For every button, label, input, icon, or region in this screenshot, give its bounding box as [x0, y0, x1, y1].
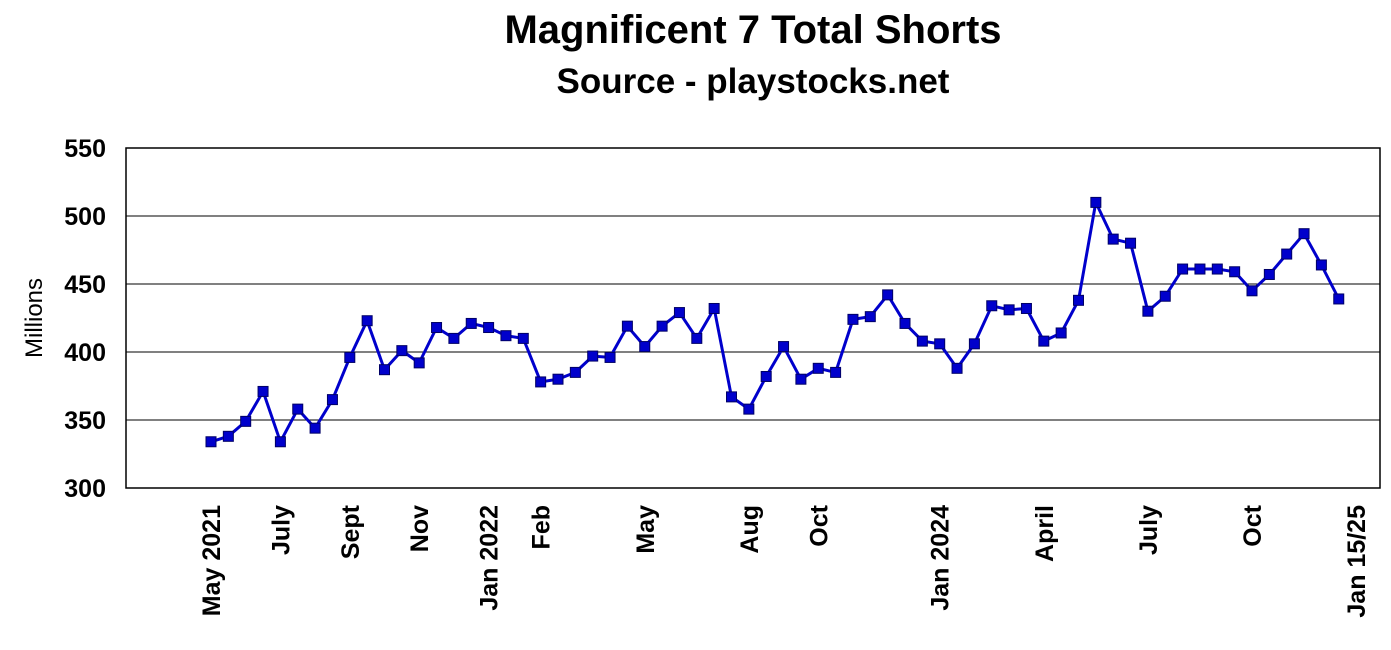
y-tick-label: 300 — [64, 475, 106, 503]
data-point — [1194, 263, 1206, 275]
series-line — [210, 200, 1341, 444]
data-point — [500, 330, 512, 342]
data-point — [934, 338, 946, 350]
data-point — [1003, 304, 1015, 316]
data-point — [535, 376, 547, 388]
data-point — [1298, 228, 1310, 240]
grid-lines — [126, 215, 1380, 421]
data-point — [1159, 290, 1171, 302]
x-tick-label: May 2021 — [198, 505, 226, 616]
data-point — [691, 332, 703, 344]
data-point — [379, 364, 390, 376]
data-point — [396, 345, 408, 357]
data-point — [968, 338, 980, 350]
data-point — [344, 351, 356, 363]
data-point — [326, 394, 338, 406]
x-tick-label: July — [267, 505, 295, 555]
data-point — [1125, 237, 1137, 249]
data-point — [986, 300, 998, 312]
data-point — [552, 373, 564, 385]
x-tick-label: Nov — [406, 505, 434, 552]
x-tick-label: Sept — [337, 504, 365, 559]
data-point — [864, 311, 876, 323]
data-point — [621, 320, 633, 332]
x-tick-label: Oct — [1239, 504, 1267, 546]
data-point — [778, 341, 790, 353]
data-point — [1246, 285, 1258, 297]
x-tick-label: Feb — [528, 505, 556, 549]
data-point — [899, 317, 911, 329]
data-point — [743, 403, 755, 415]
series-markers — [205, 196, 1345, 448]
x-tick-label: Jan 15/25 — [1343, 505, 1371, 618]
data-point — [656, 320, 668, 332]
data-point — [916, 335, 928, 347]
x-tick-label: Jan 2022 — [476, 505, 504, 611]
x-tick-label: July — [1135, 505, 1163, 555]
y-axis-label: Millions — [21, 278, 48, 358]
x-axis: May 2021 July Sept Nov Jan 2022 Feb May Aug Oct J… — [198, 504, 1371, 617]
y-tick-label: 450 — [64, 271, 106, 299]
data-point — [604, 351, 616, 363]
data-point — [1229, 266, 1241, 278]
data-point — [1055, 327, 1067, 339]
data-point — [1211, 263, 1223, 275]
data-point — [517, 332, 529, 344]
data-point — [1038, 335, 1050, 347]
data-point — [1142, 305, 1154, 317]
data-point — [222, 430, 234, 442]
data-point — [847, 313, 859, 325]
data-point — [795, 373, 807, 385]
data-point — [1107, 233, 1119, 245]
data-point — [726, 391, 737, 403]
data-point — [1177, 263, 1189, 275]
y-tick-label: 400 — [64, 339, 106, 367]
y-tick-label: 550 — [64, 135, 106, 163]
data-point — [708, 302, 720, 314]
data-point — [882, 289, 894, 301]
data-point — [309, 422, 321, 434]
data-point — [483, 322, 495, 334]
data-point — [1281, 248, 1293, 260]
data-point — [1073, 294, 1084, 306]
data-point — [639, 341, 651, 353]
y-tick-label: 500 — [64, 203, 106, 231]
data-point — [1090, 196, 1102, 208]
x-tick-label: Aug — [736, 505, 764, 554]
data-point — [1020, 302, 1032, 314]
x-tick-label: May — [632, 505, 660, 554]
data-point — [361, 315, 373, 327]
data-point — [274, 436, 286, 448]
data-point — [413, 357, 425, 369]
plot-area — [125, 147, 1381, 489]
data-point — [292, 403, 304, 415]
data-point — [760, 370, 772, 382]
chart-subtitle: Source - playstocks.net — [556, 62, 950, 101]
data-point — [569, 366, 581, 378]
data-point — [812, 362, 824, 374]
data-point — [1315, 259, 1327, 271]
data-point — [1333, 293, 1345, 305]
data-point — [205, 436, 217, 448]
x-tick-label: April — [1031, 505, 1059, 562]
data-point — [830, 366, 842, 378]
data-point — [448, 332, 460, 344]
x-tick-label: Jan 2024 — [927, 505, 955, 611]
y-tick-label: 350 — [64, 407, 106, 435]
data-point — [257, 385, 269, 397]
data-point — [673, 307, 685, 319]
data-point — [587, 350, 599, 362]
data-point — [951, 362, 963, 374]
data-point — [240, 415, 252, 427]
data-point — [465, 317, 477, 329]
y-axis: 300 350 400 450 500 550 — [64, 135, 106, 503]
x-tick-label: Oct — [805, 504, 833, 546]
data-point — [1263, 268, 1275, 280]
data-point — [431, 322, 443, 334]
chart-title: Magnificent 7 Total Shorts — [504, 8, 1002, 52]
